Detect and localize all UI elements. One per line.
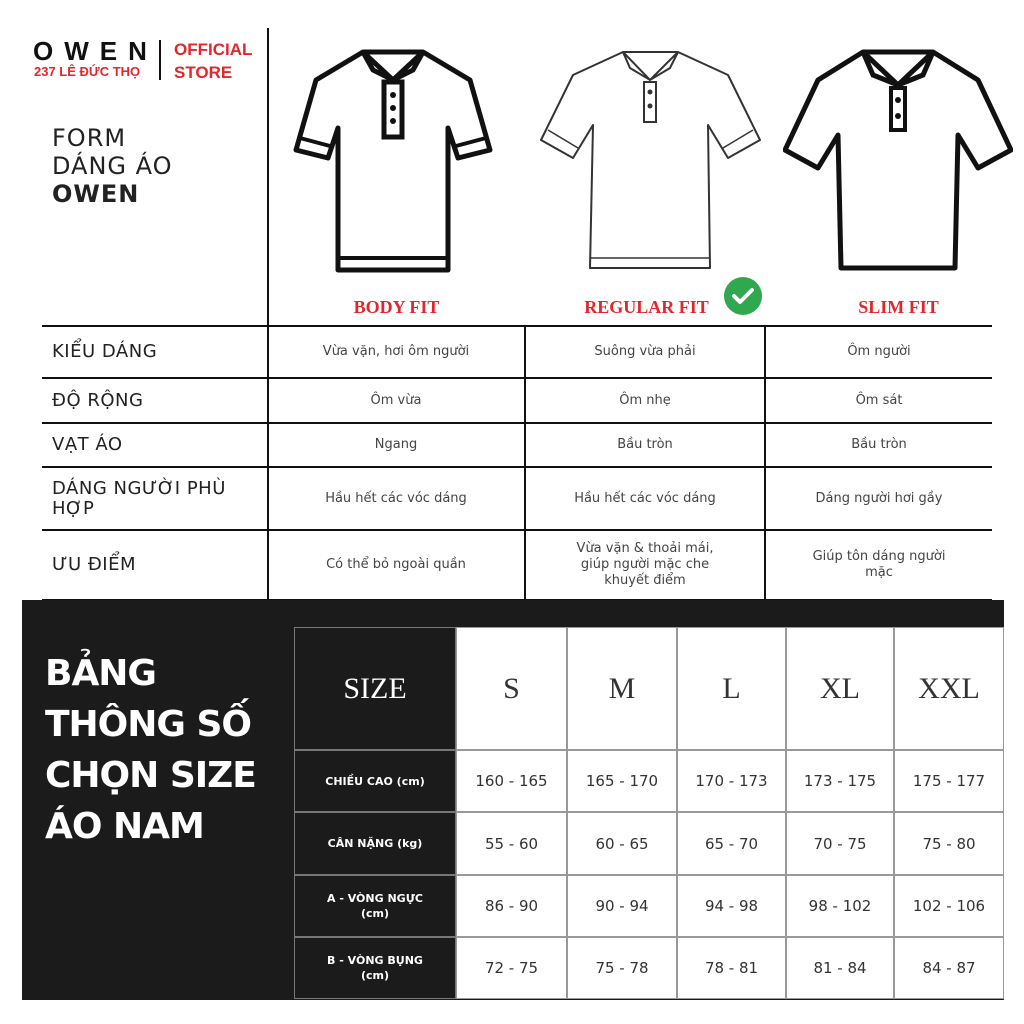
store-line-1: OFFICIAL <box>174 40 253 59</box>
size-title-line: BẢNG <box>45 653 157 694</box>
form-cell: Ôm vừa <box>370 392 422 408</box>
size-cell: 65 - 70 <box>677 812 786 875</box>
size-cell: 78 - 81 <box>677 937 786 999</box>
size-title-line: CHỌN SIZE <box>45 755 257 796</box>
size-cell: 84 - 87 <box>894 937 1004 999</box>
form-cell: Dáng người hơi gầy <box>815 490 943 506</box>
size-cell: 94 - 98 <box>677 875 786 937</box>
form-title-line: DÁNG ÁO <box>52 152 173 180</box>
size-cell: 86 - 90 <box>456 875 567 937</box>
size-column-header: XXL <box>894 627 1004 750</box>
form-cell: Giúp tôn dáng người mặc <box>812 549 946 580</box>
form-row-label: ƯU ĐIỂM <box>52 554 136 575</box>
size-row-label: CÂN NẶNG (kg) <box>294 812 456 875</box>
size-row-label: B - VÒNG BỤNG (cm) <box>294 937 456 999</box>
regular-fit-shirt-icon <box>540 51 761 269</box>
form-row-label: KIỂU DÁNG <box>52 341 158 362</box>
form-row-label: VẠT ÁO <box>52 434 123 455</box>
size-cell: 55 - 60 <box>456 812 567 875</box>
row-divider <box>42 422 992 424</box>
form-cell: Suông vừa phải <box>594 344 696 359</box>
size-cell: 81 - 84 <box>786 937 894 999</box>
form-cell: Ôm người <box>847 344 911 359</box>
size-chart-title: BẢNG THÔNG SỐ CHỌN SIZE ÁO NAM <box>45 648 257 852</box>
size-row-label: CHIỀU CAO (cm) <box>294 750 456 812</box>
size-cell: 70 - 75 <box>786 812 894 875</box>
form-cell: Hầu hết các vóc dáng <box>325 490 467 506</box>
size-column-header: XL <box>786 627 894 750</box>
body-fit-shirt-icon <box>293 49 493 273</box>
form-row-label: ĐỘ RỘNG <box>52 389 144 411</box>
fit-label-regular: REGULAR FIT <box>584 297 709 317</box>
row-divider <box>42 529 992 531</box>
size-cell: 170 - 173 <box>677 750 786 812</box>
size-cell: 160 - 165 <box>456 750 567 812</box>
form-cell: Bầu tròn <box>851 437 907 452</box>
divider <box>764 326 766 600</box>
logo-brand: OWEN <box>33 36 158 66</box>
divider <box>267 28 269 600</box>
size-cell: 75 - 78 <box>567 937 677 999</box>
store-line-2: STORE <box>174 63 233 82</box>
form-title-line: FORM <box>52 124 127 152</box>
slim-fit-shirt-icon <box>783 49 1013 271</box>
size-header-label: SIZE <box>294 627 456 750</box>
size-cell: 175 - 177 <box>894 750 1004 812</box>
divider <box>524 326 526 600</box>
size-cell: 173 - 175 <box>786 750 894 812</box>
size-cell: 72 - 75 <box>456 937 567 999</box>
size-column-header: M <box>567 627 677 750</box>
row-divider <box>42 466 992 468</box>
size-cell: 75 - 80 <box>894 812 1004 875</box>
form-cell: Ôm sát <box>855 392 903 408</box>
form-cell: Vừa vặn & thoải mái, giúp người mặc che … <box>576 541 714 588</box>
row-divider <box>42 325 992 327</box>
form-row-label: DÁNG NGƯỜI PHÙ HỢP <box>52 477 226 519</box>
form-cell: Ngang <box>374 437 418 452</box>
size-title-line: ÁO NAM <box>45 806 205 847</box>
size-title-line: THÔNG SỐ <box>45 704 252 745</box>
size-cell: 102 - 106 <box>894 875 1004 937</box>
size-column-header: L <box>677 627 786 750</box>
size-row-label: A - VÒNG NGỰC (cm) <box>294 875 456 937</box>
official-store-label: OFFICIAL STORE <box>174 38 252 84</box>
size-cell: 165 - 170 <box>567 750 677 812</box>
size-column-header: S <box>456 627 567 750</box>
fit-label-body: BODY FIT <box>353 297 440 317</box>
row-divider <box>42 377 992 379</box>
form-title: FORM DÁNG ÁO OWEN <box>52 124 173 208</box>
form-cell: Vừa vặn, hơi ôm người <box>322 344 470 359</box>
size-cell: 98 - 102 <box>786 875 894 937</box>
check-icon <box>724 277 762 315</box>
logo-divider <box>159 40 161 80</box>
form-cell: Ôm nhẹ <box>619 392 671 408</box>
form-cell: Có thể bỏ ngoài quần <box>326 557 466 572</box>
size-cell: 90 - 94 <box>567 875 677 937</box>
fit-label-slim: SLIM FIT <box>858 297 939 317</box>
size-cell: 60 - 65 <box>567 812 677 875</box>
form-title-line: OWEN <box>52 180 140 208</box>
form-cell: Hầu hết các vóc dáng <box>574 490 716 506</box>
form-cell: Bầu tròn <box>617 437 673 452</box>
logo-address: 237 LÊ ĐỨC THỌ <box>34 64 141 79</box>
